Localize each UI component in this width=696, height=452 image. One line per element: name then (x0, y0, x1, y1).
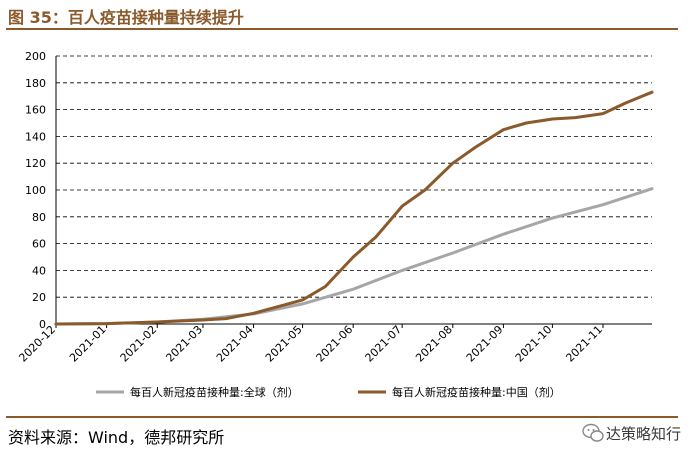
x-tick-label: 2021-04 (214, 323, 256, 365)
legend-label: 每百人新冠疫苗接种量:中国（剂） (392, 385, 561, 399)
y-tick-label: 160 (25, 104, 46, 117)
x-tick-label: 2021-08 (413, 323, 455, 365)
legend-label: 每百人新冠疫苗接种量:全球（剂） (130, 385, 299, 399)
figure-title: 图 35：百人疫苗接种量持续提升 (8, 8, 244, 27)
y-tick-label: 140 (25, 130, 46, 143)
y-tick-label: 20 (32, 291, 46, 304)
watermark: 达策略知行 (582, 421, 694, 449)
series-line-china (54, 90, 654, 326)
x-tick-label: 2021-01 (67, 323, 109, 365)
x-tick-label: 2021-07 (363, 323, 405, 365)
source-note: 资料来源：Wind，德邦研究所 (8, 428, 225, 447)
x-tick-label: 2021-05 (263, 323, 305, 365)
y-tick-label: 60 (32, 238, 46, 251)
wechat-icon (582, 423, 604, 442)
y-tick-label: 120 (25, 157, 46, 170)
x-tick-label: 2021-11 (563, 323, 605, 365)
x-tick-label: 2021-06 (314, 323, 356, 365)
watermark-text: 达策略知行 (606, 425, 682, 443)
source-rule (6, 416, 678, 418)
y-tick-label: 180 (25, 77, 46, 90)
y-tick-label: 200 (25, 50, 46, 63)
y-tick-label: 100 (25, 184, 46, 197)
x-tick-label: 2020-12 (16, 323, 58, 365)
y-tick-label: 80 (32, 211, 46, 224)
x-tick-label: 2021-10 (513, 323, 555, 365)
y-tick-label: 40 (32, 264, 46, 277)
title-rule (6, 28, 678, 30)
x-tick-label: 2021-09 (464, 323, 506, 365)
x-tick-label: 2021-02 (118, 323, 160, 365)
y-tick-label: 0 (39, 318, 46, 331)
x-tick-label: 2021-03 (163, 323, 205, 365)
